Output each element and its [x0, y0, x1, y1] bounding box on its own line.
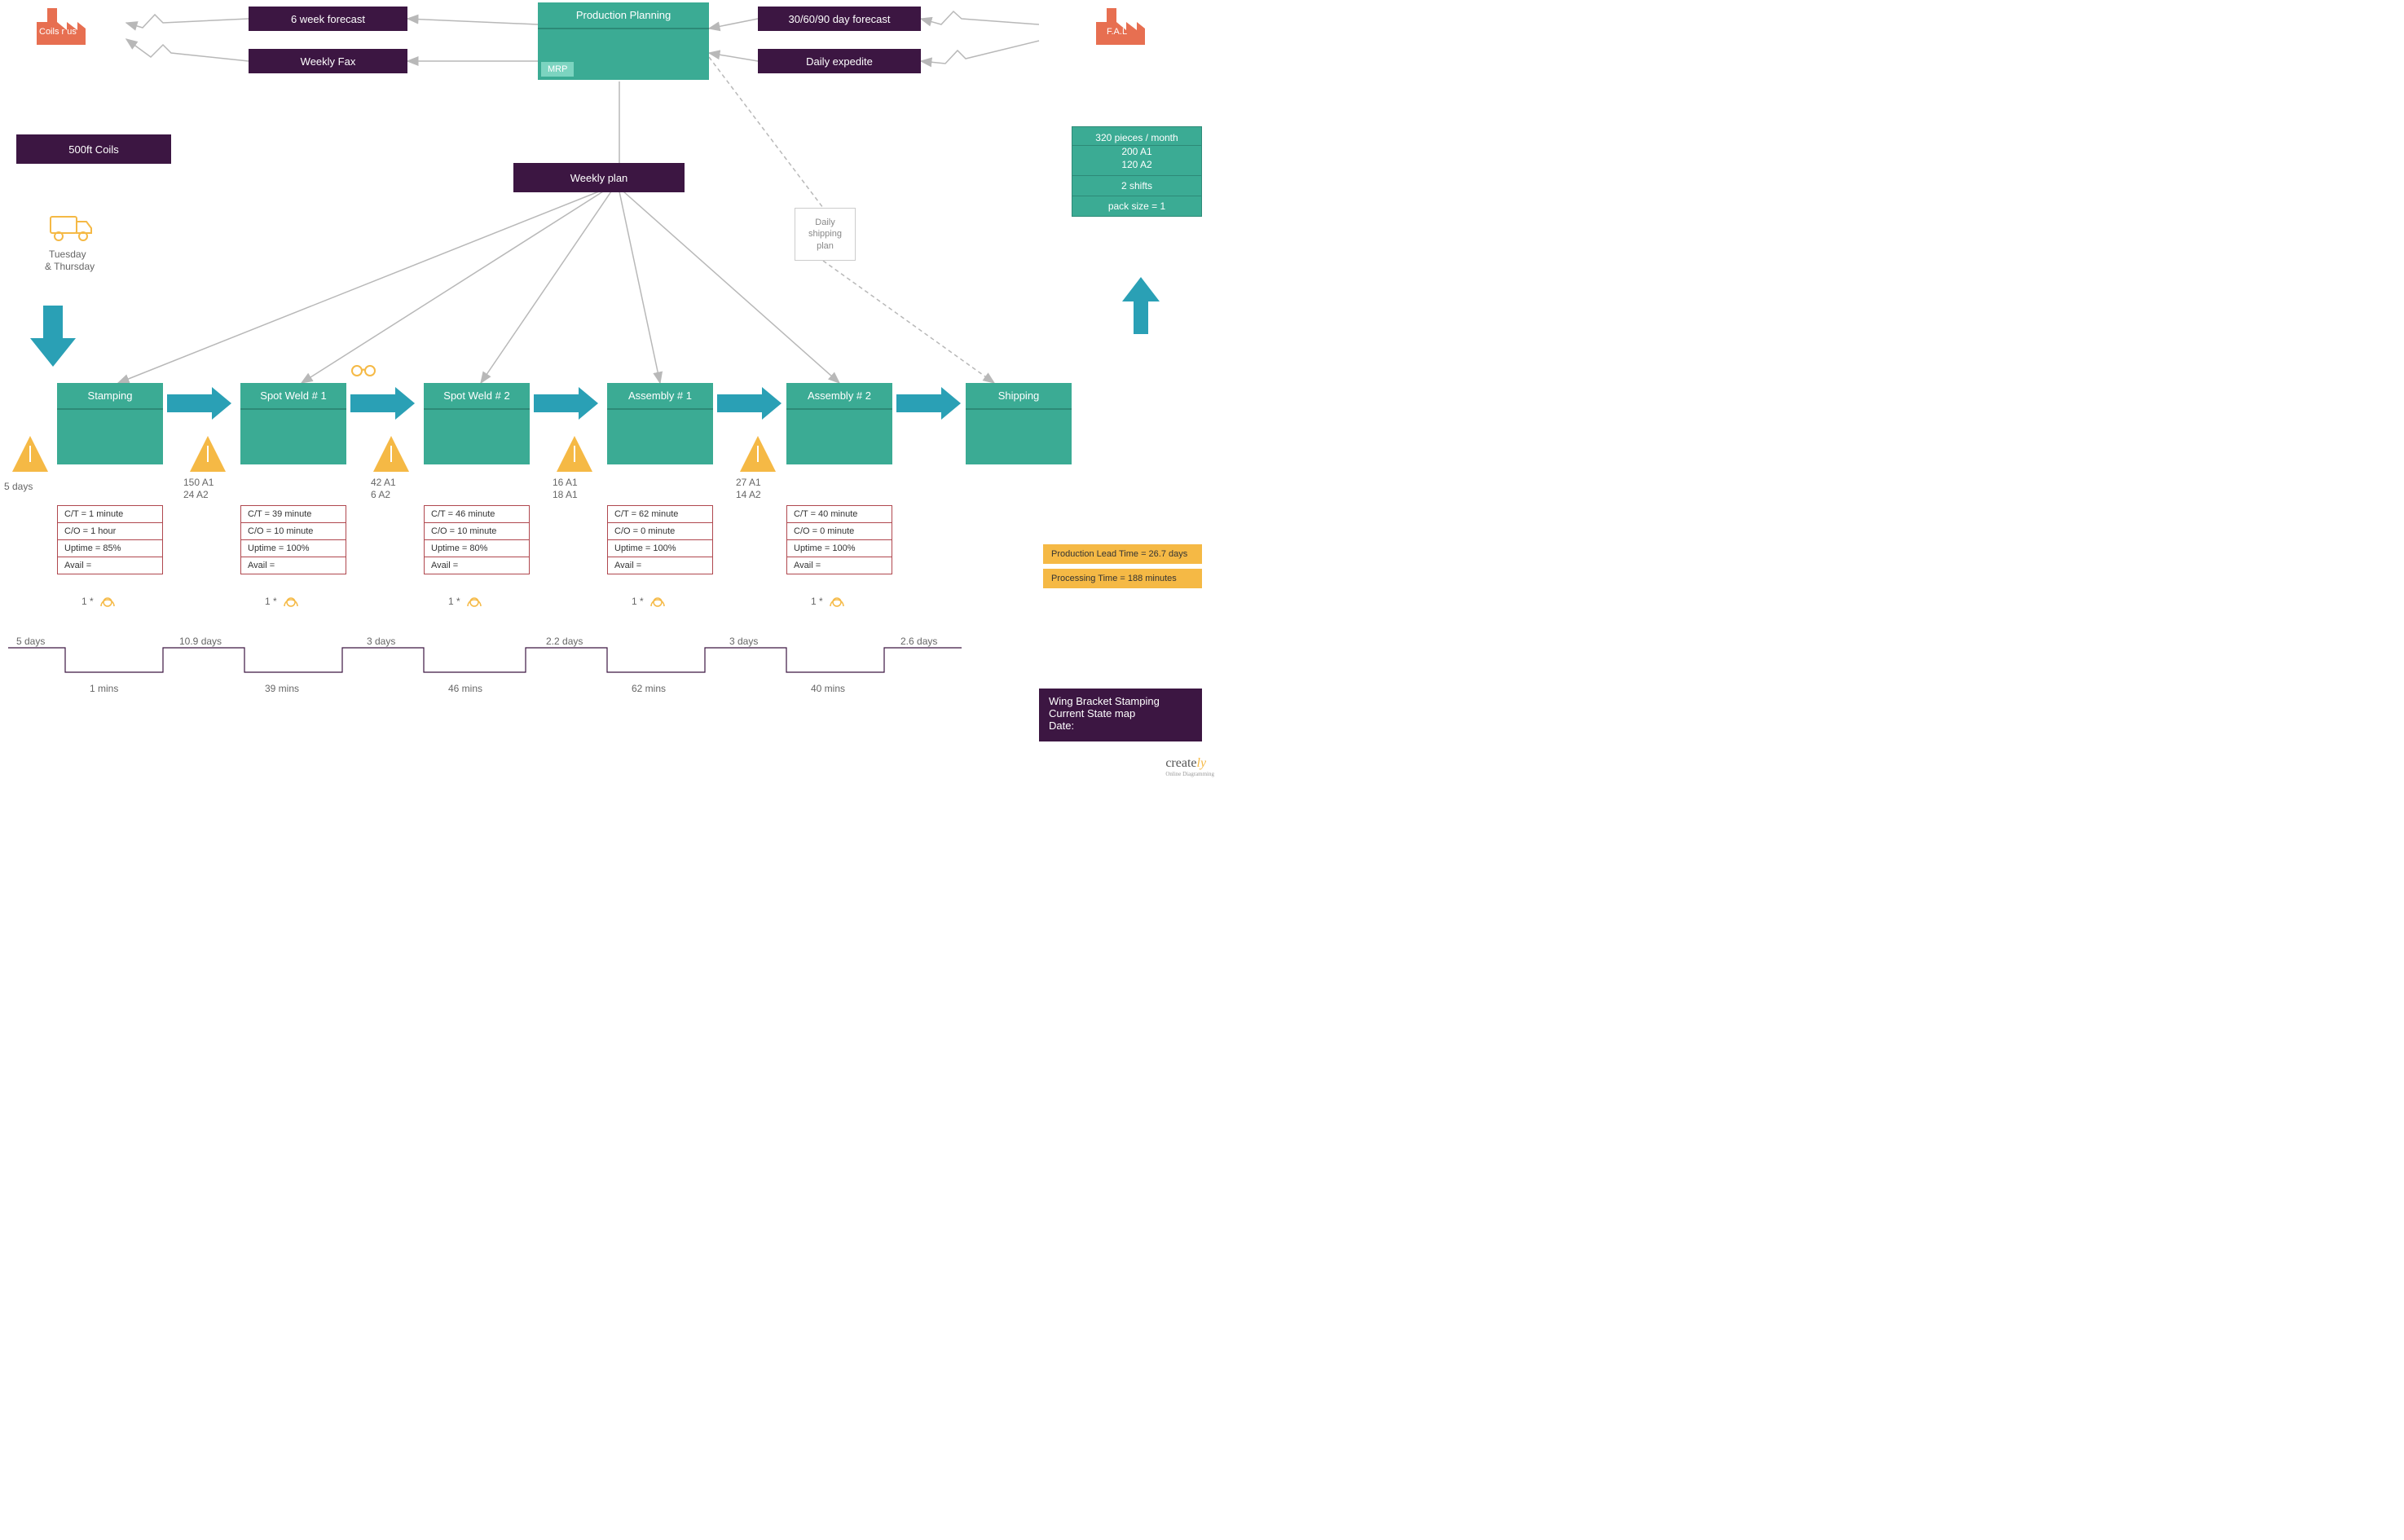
inv-label-4a: 27 A1	[736, 477, 761, 488]
operator-2: 1 *	[448, 593, 483, 609]
inv-label-2b: 6 A2	[371, 489, 390, 500]
proc-2: 46 mins	[448, 683, 482, 694]
inv-label-1b: 24 A2	[183, 489, 209, 500]
inv-triangle-0	[12, 436, 48, 472]
operator-4: 1 *	[811, 593, 846, 609]
lead-3: 2.2 days	[546, 636, 583, 647]
production-planning-box: Production Planning MRP	[538, 2, 709, 80]
weekly-fax: Weekly Fax	[249, 49, 407, 73]
weekly-plan-box: Weekly plan	[513, 163, 685, 192]
forecast-6wk: 6 week forecast	[249, 7, 407, 31]
process-assembly1: Assembly # 1	[607, 383, 713, 464]
down-arrow	[29, 306, 77, 375]
lead-5: 2.6 days	[900, 636, 937, 647]
inv-triangle-1	[190, 436, 226, 472]
proc-0: 1 mins	[90, 683, 118, 694]
data-table-2: C/T = 46 minuteC/O = 10 minuteUptime = 8…	[424, 505, 530, 574]
customer-factory: F.A.L	[1092, 4, 1149, 53]
up-arrow	[1121, 273, 1161, 342]
forecast-306090: 30/60/90 day forecast	[758, 7, 921, 31]
delivery-day1: Tuesday	[49, 249, 86, 260]
lead-2: 3 days	[367, 636, 395, 647]
inv-label-2a: 42 A1	[371, 477, 396, 488]
creately-logo: creately Online Diagramming	[1165, 756, 1214, 777]
lead-1: 10.9 days	[179, 636, 222, 647]
glasses-icon	[350, 363, 376, 381]
delivery-day2: & Thursday	[45, 261, 95, 272]
process-spotweld1: Spot Weld # 1	[240, 383, 346, 464]
data-table-0: C/T = 1 minuteC/O = 1 hourUptime = 85%Av…	[57, 505, 163, 574]
customer-requirements: 320 pieces / month 200 A1 120 A2 2 shift…	[1072, 126, 1202, 217]
coils-box: 500ft Coils	[16, 134, 171, 164]
proc-4: 40 mins	[811, 683, 845, 694]
truck-icon	[49, 212, 98, 247]
process-shipping: Shipping	[966, 383, 1072, 464]
mrp-tag: MRP	[541, 62, 574, 77]
inv-label-3b: 18 A1	[553, 489, 578, 500]
data-table-4: C/T = 40 minuteC/O = 0 minuteUptime = 10…	[786, 505, 892, 574]
operator-1: 1 *	[265, 593, 300, 609]
proc-1: 39 mins	[265, 683, 299, 694]
inv-triangle-2	[373, 436, 409, 472]
planning-title: Production Planning	[538, 2, 709, 29]
inv-label-4b: 14 A2	[736, 489, 761, 500]
inv-label-0: 5 days	[4, 481, 33, 492]
operator-0: 1 *	[81, 593, 117, 609]
title-box: Wing Bracket Stamping Current State map …	[1039, 689, 1202, 741]
summary-proc: Processing Time = 188 minutes	[1043, 569, 1202, 588]
process-spotweld2: Spot Weld # 2	[424, 383, 530, 464]
proc-3: 62 mins	[632, 683, 666, 694]
daily-shipping-plan: Daily shipping plan	[795, 208, 856, 261]
process-assembly2: Assembly # 2	[786, 383, 892, 464]
inv-label-1a: 150 A1	[183, 477, 214, 488]
inv-triangle-3	[557, 436, 592, 472]
daily-expedite: Daily expedite	[758, 49, 921, 73]
lead-0: 5 days	[16, 636, 45, 647]
data-table-3: C/T = 62 minuteC/O = 0 minuteUptime = 10…	[607, 505, 713, 574]
supplier-factory: Coils r us	[33, 4, 90, 53]
timeline	[8, 640, 970, 689]
summary-lead: Production Lead Time = 26.7 days	[1043, 544, 1202, 564]
inv-triangle-4	[740, 436, 776, 472]
inv-label-3a: 16 A1	[553, 477, 578, 488]
operator-3: 1 *	[632, 593, 667, 609]
data-table-1: C/T = 39 minuteC/O = 10 minuteUptime = 1…	[240, 505, 346, 574]
lead-4: 3 days	[729, 636, 758, 647]
process-stamping: Stamping	[57, 383, 163, 464]
